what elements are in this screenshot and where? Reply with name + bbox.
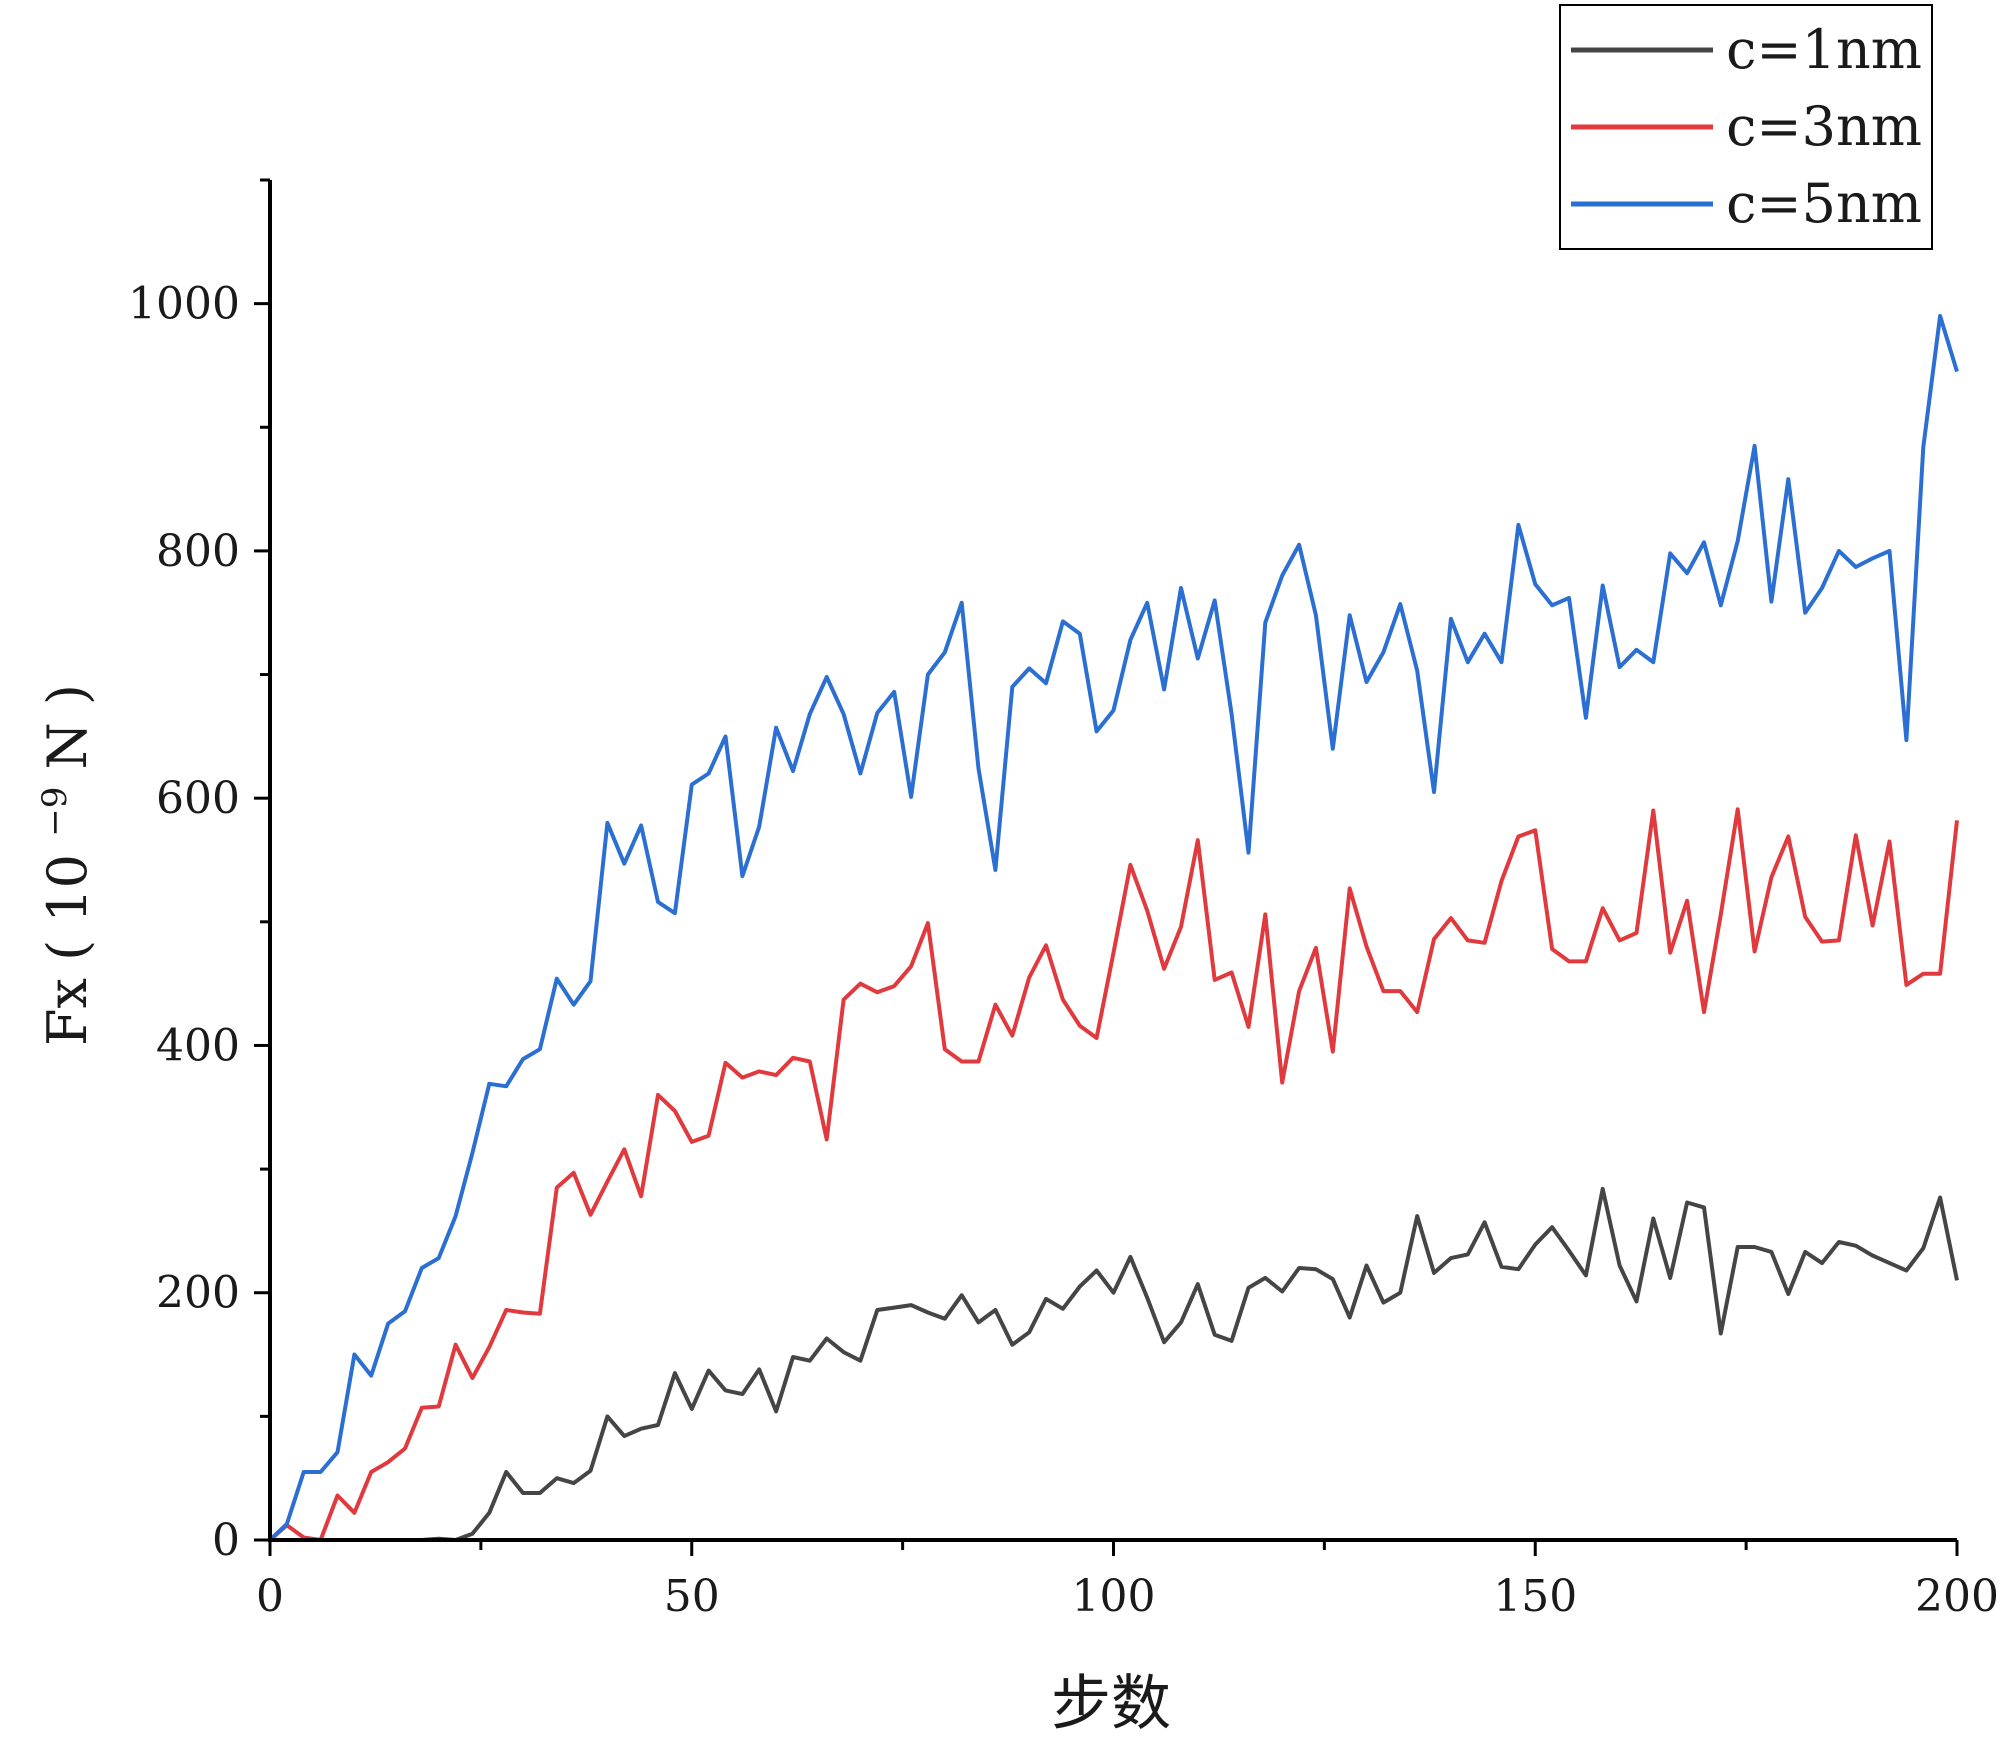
y-tick-label: 800 (156, 526, 240, 577)
series-line-c=1nm (270, 1186, 1959, 1542)
y-axis-title-close: ) (36, 684, 99, 705)
x-tick-label: 200 (1915, 1571, 1999, 1622)
x-tick-label: 50 (664, 1571, 720, 1622)
series-line-c=5nm (268, 314, 1959, 1542)
y-axis-title-main: Fx (36, 978, 99, 1046)
x-tick-label: 150 (1493, 1571, 1577, 1622)
legend-label-c=3nm: c=3nm (1726, 95, 1922, 158)
y-axis-title-exponent: −9 (35, 787, 75, 837)
legend-label-c=5nm: c=5nm (1726, 172, 1922, 235)
y-tick-label: 200 (156, 1268, 240, 1319)
y-axis-title-base: 10 (36, 854, 99, 923)
y-axis-title: Fx ( 10 −9 N ) (35, 684, 99, 1046)
y-axis-title-unit: N (36, 722, 99, 769)
legend: c=1nm c=3nm c=5nm (1559, 4, 1933, 250)
x-axis-title: 步数 (1051, 1669, 1171, 1739)
legend-items: c=1nm c=3nm c=5nm (1571, 18, 1922, 235)
legend-label-c=1nm: c=1nm (1726, 18, 1922, 81)
series-layer (268, 314, 1959, 1542)
y-tick-label: 1000 (128, 279, 240, 330)
x-axis-ticks: 0 50 100 150 200 (256, 1540, 1999, 1622)
y-tick-label: 0 (212, 1515, 240, 1566)
y-axis-ticks: 0 200 400 600 800 1000 (128, 178, 270, 1566)
y-tick-label: 400 (156, 1020, 240, 1071)
y-tick-label: 600 (156, 773, 240, 824)
y-axis-title-open: ( (36, 940, 99, 961)
x-tick-label: 0 (256, 1571, 284, 1622)
series-line-c=3nm (268, 807, 1959, 1542)
x-tick-label: 100 (1072, 1571, 1156, 1622)
